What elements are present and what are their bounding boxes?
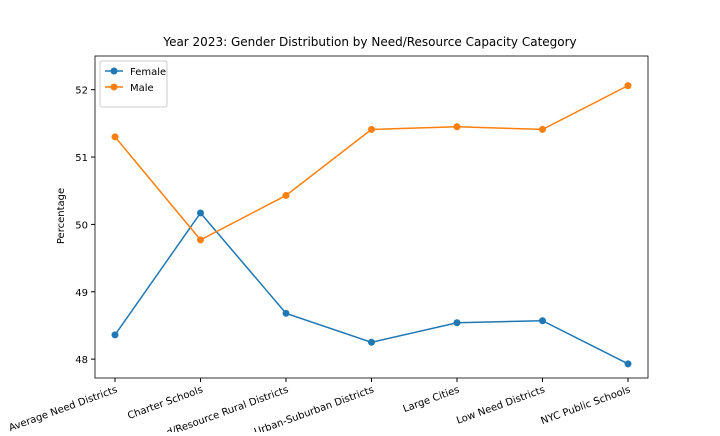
x-tick-label: NYC Public Schools [540, 384, 632, 427]
data-point [539, 317, 546, 325]
y-tick-label: 50 [75, 220, 88, 231]
data-point [453, 319, 461, 327]
data-point [624, 360, 632, 368]
plot-frame [94, 55, 649, 379]
y-tick-label: 48 [75, 355, 88, 366]
data-point [368, 338, 375, 346]
data-point [197, 236, 204, 244]
data-point [453, 123, 461, 131]
x-tick-label: Average Need Districts [7, 384, 119, 432]
y-tick-label: 49 [75, 288, 88, 299]
legend-label: Female [130, 67, 166, 78]
data-point [624, 82, 632, 90]
x-tick-label: Large Cities [402, 384, 461, 415]
data-point [197, 209, 204, 217]
chart-title: Year 2023: Gender Distribution by Need/R… [162, 35, 576, 49]
legend-label: Male [130, 83, 154, 94]
x-tick-label: Charter Schools [126, 384, 204, 421]
data-point [282, 191, 290, 199]
y-tick-label: 51 [75, 153, 88, 164]
legend-marker [110, 83, 118, 91]
data-point [111, 331, 119, 339]
y-axis-label: Percentage [56, 188, 67, 244]
x-tick-label: Low Need Districts [455, 384, 546, 426]
data-point [282, 309, 290, 317]
data-point [111, 133, 119, 141]
y-tick-label: 52 [75, 86, 88, 97]
data-point [539, 125, 546, 133]
legend-marker [110, 67, 118, 75]
data-point [368, 125, 375, 133]
series-line [114, 84, 629, 241]
